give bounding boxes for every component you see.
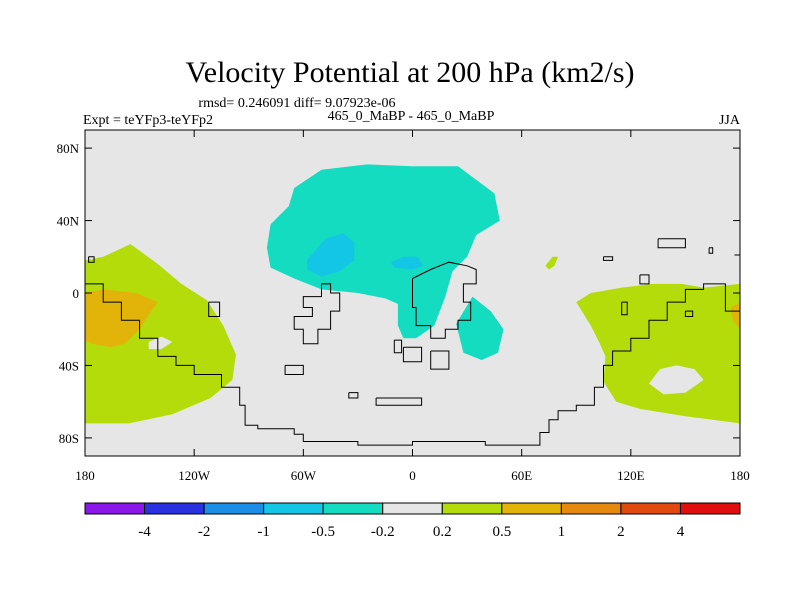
coastline-segment <box>293 283 341 345</box>
colorbar-swatch <box>263 502 324 515</box>
coastline-segment <box>375 397 423 406</box>
colorbar-swatch <box>144 502 205 515</box>
x-tick-label: 120W <box>178 468 211 483</box>
coastline-segment <box>621 301 628 316</box>
x-tick-label: 0 <box>409 468 416 483</box>
x-axis: 180 120W 60W 0 60E 120E 180 <box>75 130 750 483</box>
contour-pacific-gray-hole-west <box>148 336 173 350</box>
coastline-segment <box>85 283 740 446</box>
coastline-segment <box>430 350 450 370</box>
coastlines <box>85 238 740 446</box>
y-tick-label: 80S <box>59 431 79 446</box>
contour-west-atlantic-blue <box>307 233 355 277</box>
coastline-segment <box>684 310 694 317</box>
coastline-segment <box>603 256 614 261</box>
colorbar-label: 4 <box>677 524 685 540</box>
stats-label: rmsd= 0.246091 diff= 9.07923e-06 <box>198 96 395 111</box>
experiment-label: Expt = teYFp3-teYFp2 <box>83 113 213 128</box>
colorbar-swatch <box>679 502 741 515</box>
coastline-segment <box>393 339 403 354</box>
contour-regions <box>85 164 740 424</box>
contour-north-atlantic-teal <box>266 164 500 339</box>
colorbar-swatch <box>382 502 443 515</box>
y-tick-label: 40N <box>57 214 80 229</box>
colorbar-label: 1 <box>558 524 566 540</box>
contour-pacific-west-green <box>85 244 236 424</box>
colorbar-swatch <box>620 502 681 515</box>
comparison-label: 465_0_MaBP - 465_0_MaBP <box>328 109 495 124</box>
coastline-segment <box>412 261 477 339</box>
contour-asia-green <box>545 256 559 270</box>
x-tick-label: 120E <box>617 468 645 483</box>
colorbar-label: -0.2 <box>371 524 395 540</box>
map-plot-area <box>84 129 741 457</box>
colorbar-label: -4 <box>138 524 151 540</box>
coastline-segment <box>284 364 304 375</box>
y-tick-label: 80N <box>57 141 80 156</box>
y-tick-label: 40S <box>59 358 79 373</box>
x-tick-label: 180 <box>75 468 95 483</box>
x-tick-label: 180 <box>730 468 750 483</box>
x-tick-label: 60E <box>511 468 532 483</box>
colorbar-swatch <box>560 502 622 515</box>
colorbar-label: -0.5 <box>311 524 335 540</box>
contour-pacific-east-orange <box>730 302 740 330</box>
contour-pacific-gray-hole-east <box>649 365 704 395</box>
x-tick-label: 60W <box>291 468 317 483</box>
coastline-segment <box>208 301 221 317</box>
contour-pacific-east-green <box>576 283 740 424</box>
colorbar-swatch <box>322 502 384 515</box>
colorbar-label: 0.5 <box>492 524 511 540</box>
colorbar-swatch <box>84 502 146 515</box>
colorbar-label: -1 <box>257 524 270 540</box>
contour-indian-ocean-teal <box>456 296 504 360</box>
coastline-segment <box>88 256 95 263</box>
coastline-segment <box>348 392 359 399</box>
colorbar-label: -2 <box>198 524 211 540</box>
colorbar-swatch <box>441 502 503 515</box>
contour-europe-blue <box>390 256 424 270</box>
season-label: JJA <box>719 113 741 128</box>
colorbar-label: 0.2 <box>433 524 452 540</box>
y-tick-label: 0 <box>73 286 80 301</box>
colorbar-label: 2 <box>617 524 625 540</box>
colorbar: -4 -2 -1 -0.5 -0.2 0.2 0.5 1 2 4 <box>84 502 741 540</box>
coastline-segment <box>708 247 714 254</box>
coastline-segment <box>657 238 686 249</box>
colorbar-swatch <box>501 502 562 515</box>
coastline-segment <box>402 346 423 363</box>
chart-title: Velocity Potential at 200 hPa (km2/s) <box>185 56 634 89</box>
coastline-segment <box>639 274 650 285</box>
colorbar-swatch <box>203 502 265 515</box>
y-axis: 80N 40N 0 40S 80S <box>57 141 740 446</box>
